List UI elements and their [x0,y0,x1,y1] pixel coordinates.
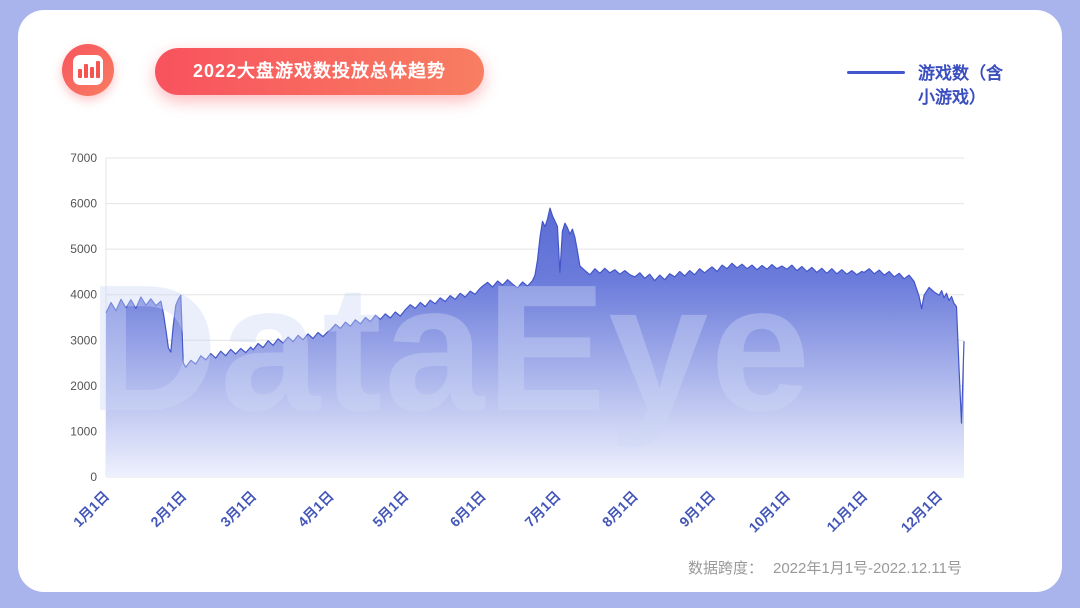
x-tick-label: 4月1日 [294,488,336,530]
trend-area-chart: 0 1000 2000 3000 4000 5000 6000 7000 1月1日 2月1日 3月… [70,151,965,536]
y-tick-label: 2000 [70,379,97,393]
x-tick-label: 8月1日 [599,488,641,530]
data-span-note: 数据跨度： 2022年1月1号-2022.12.11号 [688,557,962,578]
data-span-value: 2022年1月1号-2022.12.11号 [772,560,962,577]
legend: 游戏数（含小游戏） [847,62,1010,110]
data-span-prefix: 数据跨度： [687,560,763,577]
x-tick-label: 9月1日 [676,488,718,530]
x-tick-label: 2月1日 [147,488,189,530]
area-series-line [105,207,965,424]
y-tick-label: 7000 [70,151,97,165]
page-title: 2022大盘游戏数投放总体趋势 [155,48,485,95]
legend-line-swatch [847,71,905,74]
area-series-fill [106,208,964,477]
legend-label: 游戏数（含小游戏） [918,64,1003,107]
y-tick-label: 3000 [70,333,97,347]
bar-chart-icon [62,44,114,96]
x-tick-label: 11月1日 [823,488,870,535]
x-tick-label: 7月1日 [521,488,563,530]
y-tick-label: 4000 [70,288,97,302]
y-tick-label: 5000 [70,242,97,256]
y-tick-label: 6000 [70,197,97,211]
x-tick-label: 6月1日 [447,488,489,530]
x-tick-label: 1月1日 [70,488,112,530]
x-tick-label: 12月1日 [898,488,946,536]
bar-chart-icon-glyph [73,55,103,85]
y-tick-label: 1000 [70,424,97,438]
y-tick-label: 0 [90,470,97,484]
x-tick-label: 5月1日 [369,488,411,530]
x-tick-label: 10月1日 [745,488,793,536]
chart-card: DataEye 2022大盘游戏数投放总体趋势 游戏数（含小游戏） [18,10,1062,592]
x-tick-label: 3月1日 [217,488,259,530]
